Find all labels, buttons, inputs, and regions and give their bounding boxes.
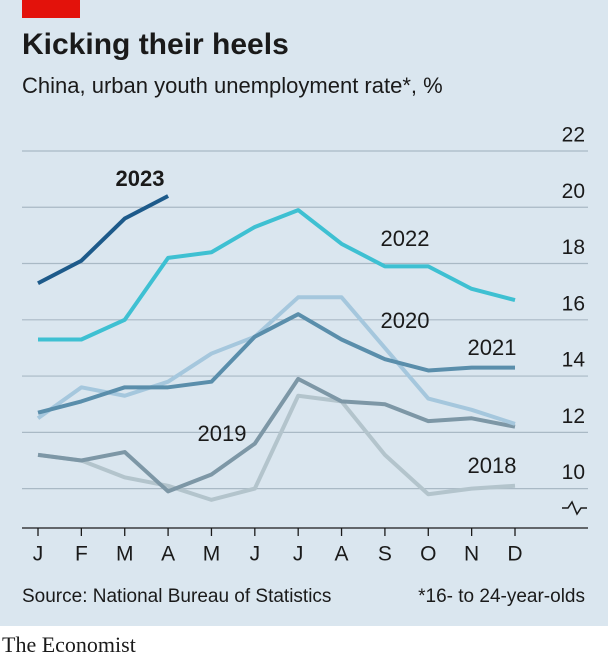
x-tick-label: N: [464, 543, 479, 566]
x-tick-label: J: [33, 543, 44, 566]
series-label: 2023: [116, 166, 165, 191]
footnote: *16- to 24-year-olds: [418, 586, 585, 607]
series-line: [36, 295, 516, 426]
series-label: 2022: [381, 226, 430, 251]
chart-subtitle: China, urban youth unemployment rate*, %: [22, 73, 443, 98]
x-tick-label: S: [378, 543, 392, 566]
y-tick-label: 18: [562, 236, 585, 259]
x-tick-label: F: [75, 543, 88, 566]
background: [0, 0, 608, 626]
x-tick-label: D: [507, 543, 522, 566]
x-tick-label: O: [420, 543, 436, 566]
chart-title: Kicking their heels: [22, 28, 289, 61]
x-tick-label: A: [161, 543, 175, 566]
y-tick-label: 22: [562, 124, 585, 147]
y-tick-label: 16: [562, 292, 585, 315]
y-tick-label: 12: [562, 405, 585, 428]
footer-bg: [0, 626, 608, 662]
x-tick-label: M: [116, 543, 134, 566]
series-line: [37, 312, 515, 415]
series-label: 2021: [468, 335, 517, 360]
series-line: [37, 393, 516, 502]
y-tick-label: 20: [562, 180, 585, 203]
x-tick-label: M: [203, 543, 221, 566]
series-label: 2019: [198, 421, 247, 446]
y-tick-label: 14: [562, 349, 586, 372]
x-tick-label: J: [250, 543, 261, 566]
y-tick-label: 10: [562, 461, 585, 484]
series-label: 2020: [381, 308, 430, 333]
series-line: [37, 376, 516, 494]
series-line: [37, 194, 170, 286]
x-tick-label: J: [293, 543, 304, 566]
x-tick-label: A: [335, 543, 349, 566]
axis-break: [562, 500, 587, 516]
brand: The Economist: [2, 632, 136, 657]
source: Source: National Bureau of Statistics: [22, 586, 331, 607]
series-label: 2018: [468, 453, 517, 478]
brand-tag: [22, 0, 80, 18]
series-line: [38, 208, 516, 342]
